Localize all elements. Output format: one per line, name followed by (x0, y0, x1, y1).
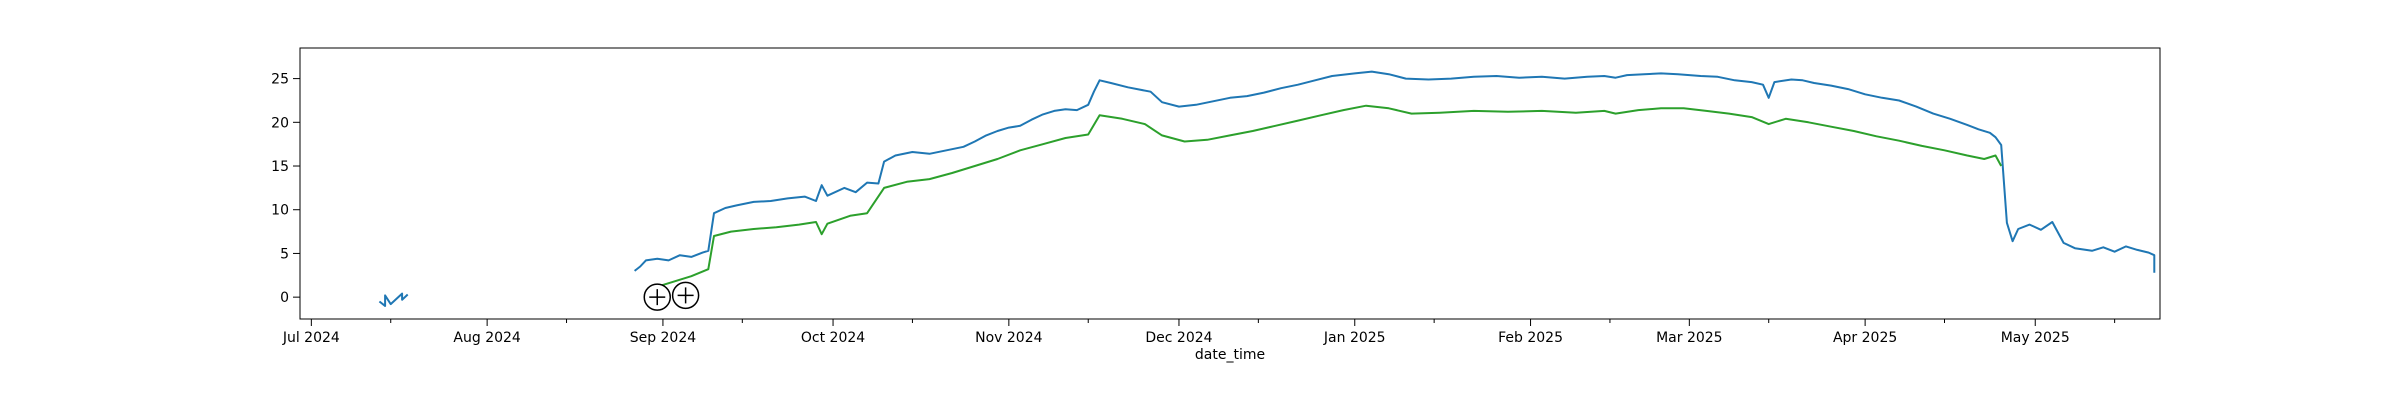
y-tick-label: 25 (271, 72, 289, 88)
x-axis: Jul 2024 Aug 2024 Sep 2024 Oct 2024 Nov 2024… (282, 319, 2116, 346)
y-tick-label: 0 (280, 290, 289, 306)
add-marker-icon (671, 281, 700, 310)
x-axis-title: date_time (1195, 347, 1265, 363)
series-0-line-1 (633, 70, 2156, 273)
y-tick-label: 20 (271, 115, 289, 131)
series-1-line-0 (657, 104, 2003, 288)
series-0-line-0 (378, 292, 409, 307)
x-tick-label: May 2025 (2001, 330, 2070, 346)
x-tick-label: Sep 2024 (630, 330, 697, 346)
add-marker-icon (643, 283, 672, 311)
x-tick-label: Apr 2025 (1833, 330, 1897, 346)
y-tick-label: 10 (271, 203, 289, 219)
y-tick-label: 15 (271, 159, 289, 175)
x-tick-label: Aug 2024 (453, 330, 521, 346)
plot-series (378, 70, 2156, 307)
x-tick-label: Nov 2024 (975, 330, 1042, 346)
y-axis: 0 5 10 15 20 25 (271, 72, 300, 306)
y-tick-label: 5 (280, 246, 289, 262)
x-tick-label: Jul 2024 (282, 330, 340, 346)
x-tick-label: Dec 2024 (1145, 330, 1212, 346)
x-tick-label: Feb 2025 (1498, 330, 1563, 346)
plot-markers (643, 281, 700, 311)
x-tick-label: Oct 2024 (801, 330, 865, 346)
axes-frame (299, 47, 2161, 320)
x-tick-label: Jan 2025 (1323, 330, 1386, 346)
x-tick-label: Mar 2025 (1656, 330, 1723, 346)
